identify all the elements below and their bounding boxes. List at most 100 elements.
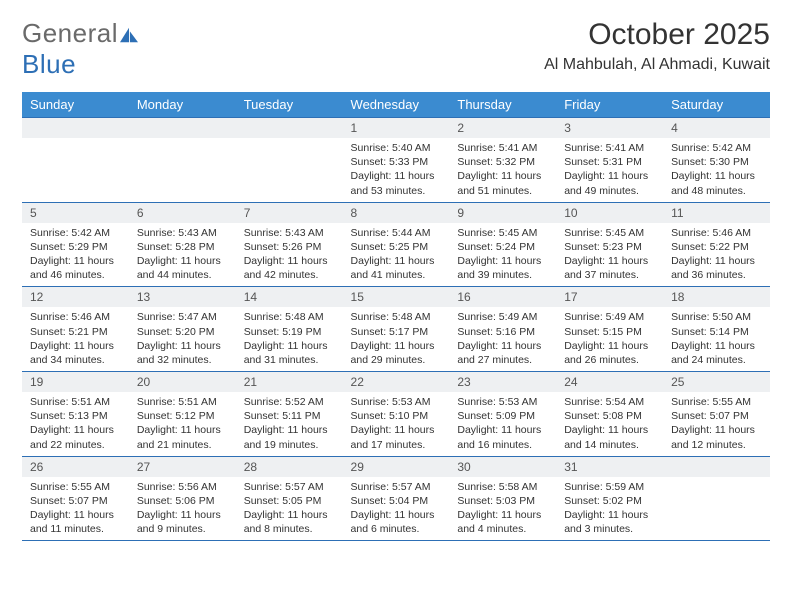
day-body: Sunrise: 5:55 AMSunset: 5:07 PMDaylight:…: [663, 392, 770, 456]
week-row: 5Sunrise: 5:42 AMSunset: 5:29 PMDaylight…: [22, 202, 770, 287]
day-body: Sunrise: 5:48 AMSunset: 5:17 PMDaylight:…: [343, 307, 450, 371]
day-number: 12: [22, 287, 129, 307]
day-cell-8: 8Sunrise: 5:44 AMSunset: 5:25 PMDaylight…: [343, 202, 450, 287]
day-cell-4: 4Sunrise: 5:42 AMSunset: 5:30 PMDaylight…: [663, 118, 770, 203]
day-body: Sunrise: 5:47 AMSunset: 5:20 PMDaylight:…: [129, 307, 236, 371]
day-number: 11: [663, 203, 770, 223]
day-body: Sunrise: 5:43 AMSunset: 5:28 PMDaylight:…: [129, 223, 236, 287]
day-cell-9: 9Sunrise: 5:45 AMSunset: 5:24 PMDaylight…: [449, 202, 556, 287]
dow-saturday: Saturday: [663, 92, 770, 118]
day-number: 20: [129, 372, 236, 392]
day-number: 6: [129, 203, 236, 223]
day-number: 7: [236, 203, 343, 223]
day-number: 29: [343, 457, 450, 477]
day-number: 9: [449, 203, 556, 223]
day-cell-empty: [663, 456, 770, 540]
day-cell-24: 24Sunrise: 5:54 AMSunset: 5:08 PMDayligh…: [556, 372, 663, 457]
day-body: Sunrise: 5:40 AMSunset: 5:33 PMDaylight:…: [343, 138, 450, 202]
week-row: 26Sunrise: 5:55 AMSunset: 5:07 PMDayligh…: [22, 456, 770, 540]
day-body: Sunrise: 5:49 AMSunset: 5:16 PMDaylight:…: [449, 307, 556, 371]
day-cell-2: 2Sunrise: 5:41 AMSunset: 5:32 PMDaylight…: [449, 118, 556, 203]
day-cell-empty: [129, 118, 236, 203]
day-body: Sunrise: 5:42 AMSunset: 5:30 PMDaylight:…: [663, 138, 770, 202]
day-cell-15: 15Sunrise: 5:48 AMSunset: 5:17 PMDayligh…: [343, 287, 450, 372]
location: Al Mahbulah, Al Ahmadi, Kuwait: [544, 56, 770, 74]
logo: GeneralBlue: [22, 18, 140, 80]
day-body: Sunrise: 5:53 AMSunset: 5:10 PMDaylight:…: [343, 392, 450, 456]
week-row: 1Sunrise: 5:40 AMSunset: 5:33 PMDaylight…: [22, 118, 770, 203]
day-cell-21: 21Sunrise: 5:52 AMSunset: 5:11 PMDayligh…: [236, 372, 343, 457]
day-body: Sunrise: 5:48 AMSunset: 5:19 PMDaylight:…: [236, 307, 343, 371]
day-body: Sunrise: 5:51 AMSunset: 5:13 PMDaylight:…: [22, 392, 129, 456]
day-number: 27: [129, 457, 236, 477]
logo-part1: General: [22, 18, 118, 48]
day-number: 24: [556, 372, 663, 392]
day-number: 13: [129, 287, 236, 307]
day-number: 28: [236, 457, 343, 477]
day-cell-22: 22Sunrise: 5:53 AMSunset: 5:10 PMDayligh…: [343, 372, 450, 457]
day-number: [663, 457, 770, 477]
dow-wednesday: Wednesday: [343, 92, 450, 118]
day-cell-26: 26Sunrise: 5:55 AMSunset: 5:07 PMDayligh…: [22, 456, 129, 540]
dow-friday: Friday: [556, 92, 663, 118]
day-cell-20: 20Sunrise: 5:51 AMSunset: 5:12 PMDayligh…: [129, 372, 236, 457]
day-body: Sunrise: 5:42 AMSunset: 5:29 PMDaylight:…: [22, 223, 129, 287]
dow-monday: Monday: [129, 92, 236, 118]
day-cell-31: 31Sunrise: 5:59 AMSunset: 5:02 PMDayligh…: [556, 456, 663, 540]
day-body: [129, 138, 236, 145]
day-cell-27: 27Sunrise: 5:56 AMSunset: 5:06 PMDayligh…: [129, 456, 236, 540]
day-body: Sunrise: 5:59 AMSunset: 5:02 PMDaylight:…: [556, 477, 663, 541]
day-cell-11: 11Sunrise: 5:46 AMSunset: 5:22 PMDayligh…: [663, 202, 770, 287]
day-cell-10: 10Sunrise: 5:45 AMSunset: 5:23 PMDayligh…: [556, 202, 663, 287]
day-number: 15: [343, 287, 450, 307]
day-cell-19: 19Sunrise: 5:51 AMSunset: 5:13 PMDayligh…: [22, 372, 129, 457]
day-body: Sunrise: 5:46 AMSunset: 5:22 PMDaylight:…: [663, 223, 770, 287]
day-cell-23: 23Sunrise: 5:53 AMSunset: 5:09 PMDayligh…: [449, 372, 556, 457]
header: GeneralBlue October 2025 Al Mahbulah, Al…: [22, 18, 770, 80]
dow-thursday: Thursday: [449, 92, 556, 118]
day-body: Sunrise: 5:50 AMSunset: 5:14 PMDaylight:…: [663, 307, 770, 371]
bottom-rule: [22, 540, 770, 541]
day-number: 25: [663, 372, 770, 392]
day-body: Sunrise: 5:43 AMSunset: 5:26 PMDaylight:…: [236, 223, 343, 287]
month-title: October 2025: [544, 18, 770, 52]
week-row: 19Sunrise: 5:51 AMSunset: 5:13 PMDayligh…: [22, 372, 770, 457]
day-number: 14: [236, 287, 343, 307]
day-number: 30: [449, 457, 556, 477]
calendar-table: SundayMondayTuesdayWednesdayThursdayFrid…: [22, 92, 770, 540]
day-cell-6: 6Sunrise: 5:43 AMSunset: 5:28 PMDaylight…: [129, 202, 236, 287]
day-number: 5: [22, 203, 129, 223]
day-number: 16: [449, 287, 556, 307]
day-body: Sunrise: 5:57 AMSunset: 5:04 PMDaylight:…: [343, 477, 450, 541]
day-cell-29: 29Sunrise: 5:57 AMSunset: 5:04 PMDayligh…: [343, 456, 450, 540]
day-body: [236, 138, 343, 145]
day-number: [129, 118, 236, 138]
dow-tuesday: Tuesday: [236, 92, 343, 118]
day-number: 10: [556, 203, 663, 223]
day-cell-16: 16Sunrise: 5:49 AMSunset: 5:16 PMDayligh…: [449, 287, 556, 372]
day-body: [22, 138, 129, 145]
day-cell-28: 28Sunrise: 5:57 AMSunset: 5:05 PMDayligh…: [236, 456, 343, 540]
day-number: 4: [663, 118, 770, 138]
day-body: Sunrise: 5:45 AMSunset: 5:24 PMDaylight:…: [449, 223, 556, 287]
day-cell-1: 1Sunrise: 5:40 AMSunset: 5:33 PMDaylight…: [343, 118, 450, 203]
day-body: Sunrise: 5:41 AMSunset: 5:31 PMDaylight:…: [556, 138, 663, 202]
day-cell-30: 30Sunrise: 5:58 AMSunset: 5:03 PMDayligh…: [449, 456, 556, 540]
week-row: 12Sunrise: 5:46 AMSunset: 5:21 PMDayligh…: [22, 287, 770, 372]
day-cell-7: 7Sunrise: 5:43 AMSunset: 5:26 PMDaylight…: [236, 202, 343, 287]
logo-sail-icon: [118, 26, 140, 44]
day-body: Sunrise: 5:53 AMSunset: 5:09 PMDaylight:…: [449, 392, 556, 456]
day-body: [663, 477, 770, 484]
day-number: [22, 118, 129, 138]
day-number: 19: [22, 372, 129, 392]
dow-sunday: Sunday: [22, 92, 129, 118]
day-body: Sunrise: 5:44 AMSunset: 5:25 PMDaylight:…: [343, 223, 450, 287]
day-cell-25: 25Sunrise: 5:55 AMSunset: 5:07 PMDayligh…: [663, 372, 770, 457]
day-body: Sunrise: 5:45 AMSunset: 5:23 PMDaylight:…: [556, 223, 663, 287]
calendar-body: 1Sunrise: 5:40 AMSunset: 5:33 PMDaylight…: [22, 118, 770, 541]
day-body: Sunrise: 5:46 AMSunset: 5:21 PMDaylight:…: [22, 307, 129, 371]
day-cell-13: 13Sunrise: 5:47 AMSunset: 5:20 PMDayligh…: [129, 287, 236, 372]
logo-text: GeneralBlue: [22, 18, 140, 80]
logo-part2: Blue: [22, 49, 76, 79]
day-body: Sunrise: 5:52 AMSunset: 5:11 PMDaylight:…: [236, 392, 343, 456]
